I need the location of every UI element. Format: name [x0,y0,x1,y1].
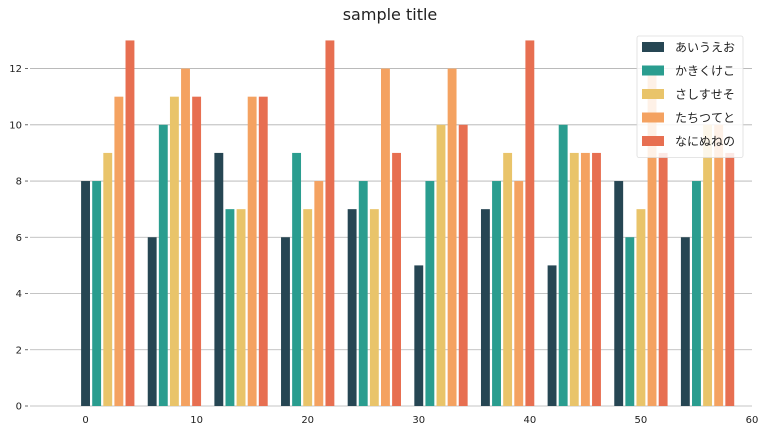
bar [81,181,90,406]
x-tick-label: 50 [635,415,648,426]
legend-label: さしすせそ [675,88,735,102]
bar [547,265,557,406]
legend-label: あいうえお [675,41,735,55]
bar [169,96,179,406]
bar [381,68,390,406]
legend-label: かきくけこ [675,64,735,78]
bar [92,181,102,406]
bar [358,181,368,406]
bar [647,68,657,406]
x-tick-label: 0 [82,415,88,426]
y-tick-label: 8 [16,177,22,188]
bar [347,209,357,406]
legend-swatch [642,136,664,146]
bar [181,68,190,406]
bar [325,40,335,406]
legend-swatch [642,65,664,76]
bar [436,124,446,406]
bar [725,152,735,406]
bar [281,237,290,406]
bar [125,40,135,406]
bar [158,124,168,406]
bar [480,209,490,406]
bar [247,96,257,406]
legend-swatch [642,89,664,99]
bar [214,152,224,406]
bar [625,237,635,406]
bar [292,152,302,406]
bar [425,181,435,406]
bar [525,40,535,406]
x-axis: 0 10 20 30 40 50 60 [82,415,758,426]
legend-swatch [642,42,664,52]
bar [514,181,524,406]
y-tick-label: 4 [16,289,22,300]
legend-swatch [642,112,664,123]
bar [492,181,501,406]
bar [447,68,457,406]
y-axis: 0 2 4 6 8 10 12 [9,64,28,413]
bar [569,152,579,406]
bar [414,265,424,406]
bar [614,181,624,406]
bar [692,181,701,406]
x-tick-label: 20 [301,415,314,426]
bar [658,152,668,406]
bar [314,181,324,406]
x-tick-label: 30 [412,415,425,426]
bar [147,237,157,406]
bar [503,152,513,406]
bar [236,209,246,406]
y-tick-label: 10 [9,120,22,131]
bar [225,209,235,406]
chart-title: sample title [343,5,438,24]
bar [592,152,601,406]
y-tick-label: 12 [9,64,22,75]
bar [458,124,468,406]
bar [580,152,590,406]
bar [114,96,124,406]
x-tick-label: 60 [746,415,759,426]
bar [714,124,724,406]
bar [680,237,690,406]
bar [636,209,646,406]
legend-label: なにぬねの [675,135,735,149]
bar [103,152,113,406]
y-tick-label: 6 [16,233,22,244]
bar [258,96,268,406]
x-tick-label: 10 [190,415,203,426]
bar [303,209,313,406]
bar [703,124,713,406]
bar [558,124,568,406]
y-tick-label: 0 [16,402,22,413]
x-tick-label: 40 [523,415,536,426]
y-tick-label: 2 [16,345,22,356]
bars [81,40,735,406]
bar [392,152,401,406]
bar [192,96,202,406]
bar [369,209,379,406]
legend-label: たちつてと [675,111,735,125]
